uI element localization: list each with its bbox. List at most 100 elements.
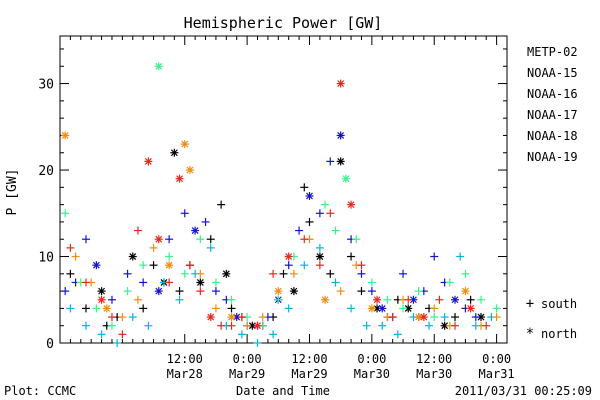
south-point: [326, 209, 335, 218]
south-point: [133, 295, 142, 304]
south-point: [128, 313, 137, 322]
south-point: [227, 304, 236, 313]
south-point: [118, 313, 127, 322]
south-point: [347, 252, 356, 261]
north-point: [461, 287, 470, 296]
chart-title: Hemispheric Power [GW]: [184, 14, 383, 32]
south-point: [123, 269, 132, 278]
south-point: [451, 313, 460, 322]
north-point: [185, 166, 194, 175]
south-point: [399, 269, 408, 278]
south-point: [97, 330, 106, 339]
south-point: [165, 252, 174, 261]
south-point: [61, 287, 70, 296]
south-point: [269, 269, 278, 278]
south-point: [113, 339, 122, 347]
south-point: [492, 313, 501, 322]
south-point: [430, 304, 439, 313]
north-point: [61, 131, 70, 140]
south-point: [492, 304, 501, 313]
north-point: [253, 321, 262, 330]
south-point: [81, 278, 90, 287]
south-point: [461, 269, 470, 278]
south-point: [175, 295, 184, 304]
north-point: [227, 313, 236, 322]
south-point: [347, 304, 356, 313]
south-point: [451, 321, 460, 330]
north-point: [154, 235, 163, 244]
north-point: [373, 295, 382, 304]
south-point: [237, 330, 246, 339]
south-point: [66, 269, 75, 278]
north-point: [180, 140, 189, 149]
south-point: [336, 287, 345, 296]
south-point: [315, 243, 324, 252]
south-point: [211, 287, 220, 296]
south-point: [305, 217, 314, 226]
legend-series-label: METP-02: [527, 45, 578, 59]
x-tick-date-label: Mar30: [354, 367, 390, 381]
north-point: [92, 261, 101, 270]
south-point: [81, 235, 90, 244]
south-point: [388, 313, 397, 322]
south-point: [357, 287, 366, 296]
x-tick-date-label: Mar28: [167, 367, 203, 381]
south-point: [185, 261, 194, 270]
north-point: [154, 287, 163, 296]
y-tick-label: 20: [38, 164, 54, 179]
south-point: [331, 226, 340, 235]
south-point: [326, 269, 335, 278]
south-point: [284, 261, 293, 270]
south-point: [237, 313, 246, 322]
south-point: [81, 304, 90, 313]
north-point: [222, 269, 231, 278]
south-point: [123, 287, 132, 296]
south-point: [243, 321, 252, 330]
north-point: [144, 157, 153, 166]
south-point: [300, 183, 309, 192]
footer-credit: Plot: CCMC: [4, 384, 76, 398]
north-point: [289, 287, 298, 296]
south-point: [149, 261, 158, 270]
south-point: [196, 269, 205, 278]
legend-series-label: NOAA-18: [527, 129, 578, 143]
north-point: [284, 252, 293, 261]
south-point: [300, 235, 309, 244]
south-point: [471, 313, 480, 322]
north-point: [206, 313, 215, 322]
north-point: [165, 261, 174, 270]
south-point: [414, 287, 423, 296]
legend-marker-symbol: *: [526, 326, 534, 342]
south-point: [196, 235, 205, 244]
south-point: [445, 278, 454, 287]
north-point: [232, 313, 241, 322]
south-point: [315, 209, 324, 218]
south-point: [107, 321, 116, 330]
x-tick-date-label: Mar30: [416, 367, 452, 381]
south-point: [466, 295, 475, 304]
south-point: [367, 278, 376, 287]
south-point: [81, 321, 90, 330]
legend-series-label: NOAA-17: [527, 108, 578, 122]
north-point: [466, 304, 475, 313]
south-point: [227, 321, 236, 330]
south-point: [425, 321, 434, 330]
south-point: [383, 295, 392, 304]
south-point: [430, 313, 439, 322]
north-point: [419, 313, 428, 322]
north-point: [378, 304, 387, 313]
north-point: [451, 295, 460, 304]
legend-series-label: NOAA-16: [527, 87, 578, 101]
north-point: [154, 62, 163, 71]
south-point: [66, 243, 75, 252]
north-point: [97, 287, 106, 296]
north-point: [97, 295, 106, 304]
south-point: [211, 304, 220, 313]
south-point: [217, 200, 226, 209]
south-point: [393, 330, 402, 339]
north-point: [128, 252, 137, 261]
legend-marker-label: south: [541, 297, 577, 311]
north-point: [170, 148, 179, 157]
south-point: [165, 235, 174, 244]
